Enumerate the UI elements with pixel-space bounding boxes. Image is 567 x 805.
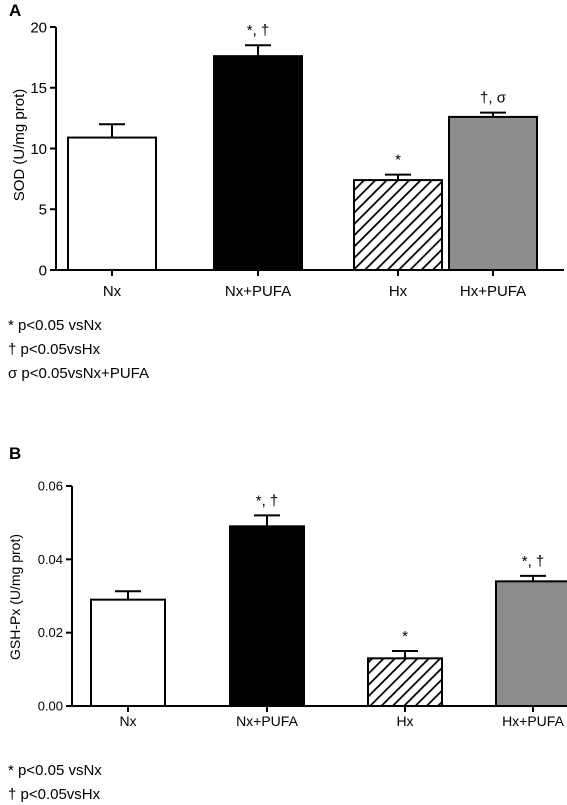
panel-a-y-tick-label: 15 — [30, 80, 47, 97]
panel-a-y-tick-label: 5 — [39, 202, 47, 219]
panel-b-y-axis-title: GSH-Px (U/mg prot) — [7, 534, 23, 660]
panel-b-footnote-2: † p<0.05vsHx — [8, 786, 101, 803]
panel-a-letter: A — [9, 1, 21, 20]
panel-a-x-tick-label: Hx — [389, 283, 408, 300]
panel-a-y-axis-title: SOD (U/mg prot) — [11, 89, 28, 202]
panel-b: B GSH-Px (U/mg prot) 0.00 0.02 0.04 0.06 Nx N… — [7, 444, 567, 729]
panel-a-footnote-3: σ p<0.05vsNx+PUFA — [8, 365, 149, 382]
panel-a-x-tick-label: Nx+PUFA — [225, 283, 291, 300]
panel-b-x-tick-label: Nx+PUFA — [236, 713, 299, 729]
panel-b-y-tick-label: 0.06 — [38, 479, 63, 494]
panel-b-bar — [90, 598, 166, 708]
panel-a-x-tick-label: Hx+PUFA — [460, 283, 526, 300]
panel-a-footnote-1: * p<0.05 vsNx — [8, 317, 102, 334]
panel-b-letter: B — [9, 444, 21, 463]
panel-a-significance-label: * — [395, 152, 401, 169]
panel-b-footnote-1: * p<0.05 vsNx — [8, 762, 102, 779]
panel-a-bar — [67, 136, 157, 271]
panel-b-significance-label: * — [402, 628, 408, 645]
panel-a-significance-label: †, σ — [480, 90, 507, 107]
panel-b-x-tick-label: Hx — [396, 713, 413, 729]
panel-b-significance-label: *, † — [522, 553, 545, 570]
panel-a-footnote-2: † p<0.05vsHx — [8, 341, 101, 358]
panel-a-significance-label: *, † — [247, 22, 270, 39]
panel-a-y-tick-label: 10 — [30, 141, 47, 158]
panel-a-bar — [448, 115, 538, 271]
panel-b-marks: 0.00 0.02 0.04 0.06 Nx Nx+PUFA *, † Hx * Hx+PUFA *… — [38, 479, 567, 729]
panel-b-x-tick-label: Hx+PUFA — [502, 713, 565, 729]
panel-b-y-tick-label: 0.02 — [38, 625, 63, 640]
panel-a-bar — [353, 179, 443, 271]
panel-b-y-tick-label: 0.04 — [38, 552, 63, 567]
panel-a-x-tick-label: Nx — [103, 283, 122, 300]
panel-a-y-tick-label: 20 — [30, 19, 47, 36]
panel-b-y-tick-label: 0.00 — [38, 699, 63, 714]
panel-a-marks: 0 5 10 15 20 Nx Nx+PUFA *, † Hx * Hx+PUFA †, σ — [30, 19, 564, 300]
panel-b-bar — [229, 525, 305, 707]
panel-a-y-tick-label: 0 — [39, 262, 47, 279]
panel-a: A SOD (U/mg prot) 0 5 10 15 20 Nx Nx+PUFA *, † H… — [9, 1, 564, 300]
panel-b-bar — [367, 657, 443, 707]
panel-b-significance-label: *, † — [256, 492, 279, 509]
panel-b-x-tick-label: Nx — [119, 713, 136, 729]
panel-a-bar — [213, 55, 303, 271]
panel-b-bar — [495, 580, 567, 707]
